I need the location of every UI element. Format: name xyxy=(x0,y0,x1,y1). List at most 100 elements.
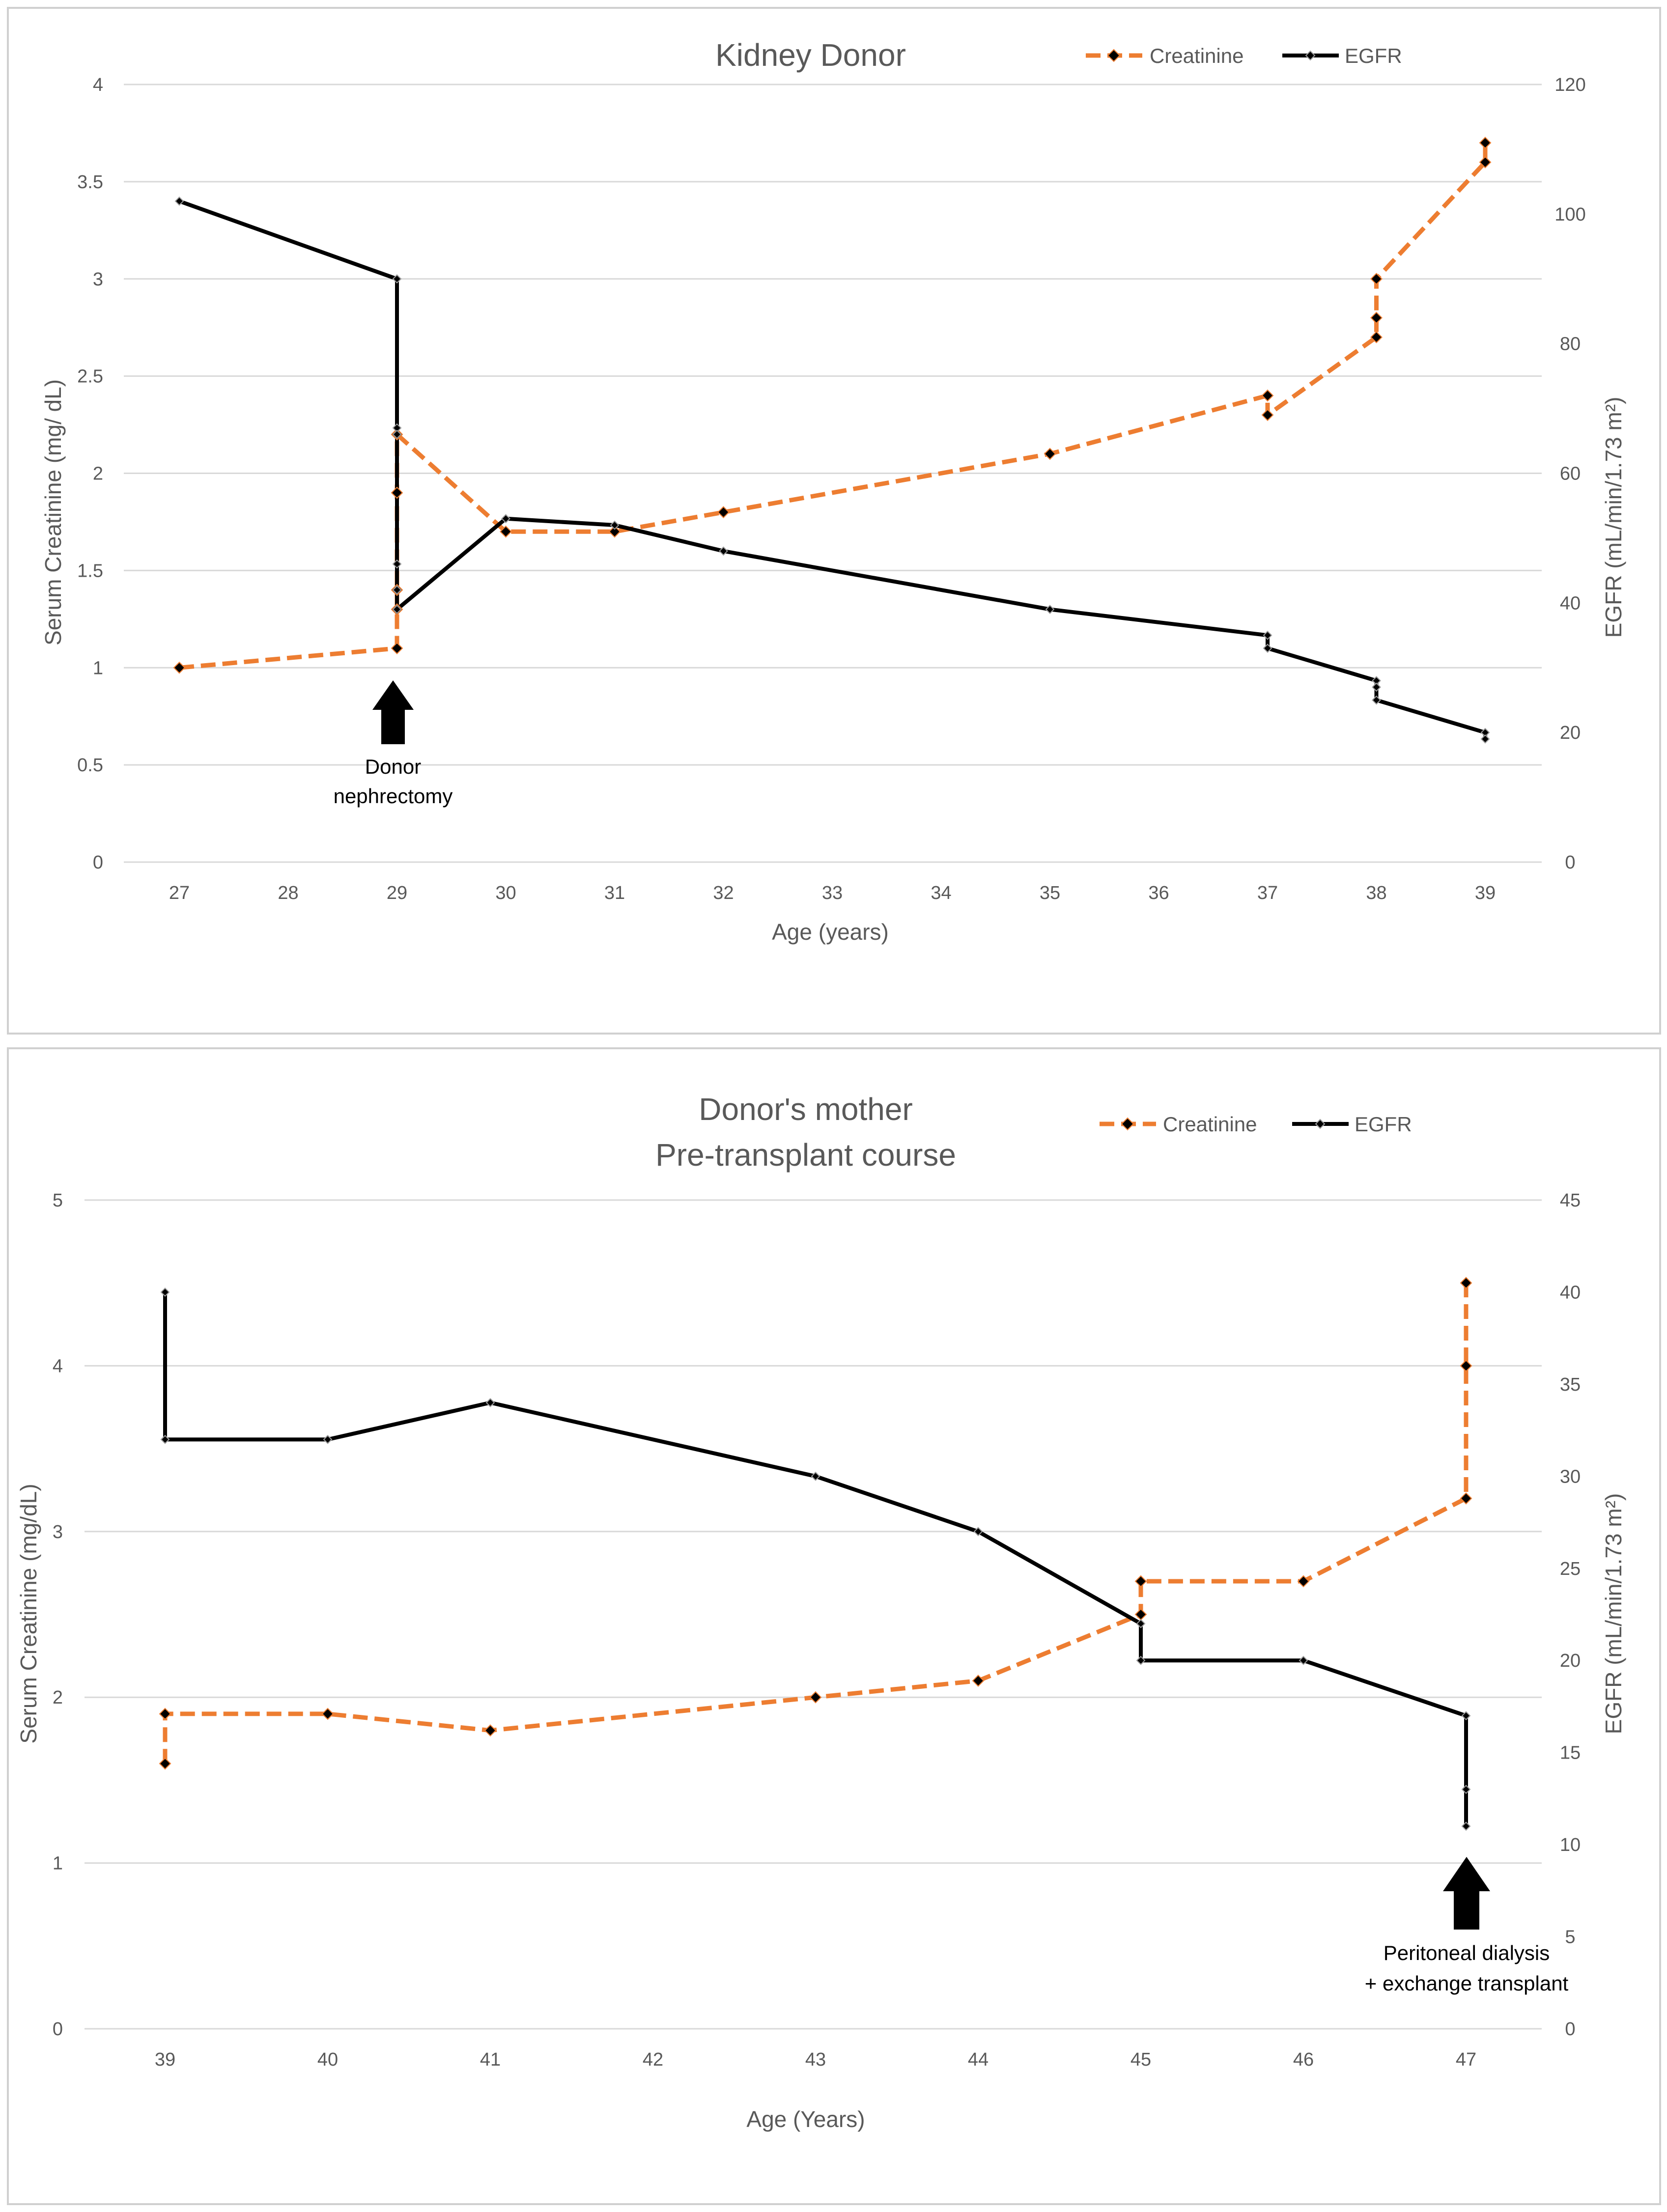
x-tick-label: 43 xyxy=(805,2049,826,2070)
egfr-data-point xyxy=(1372,695,1381,705)
egfr-data-point xyxy=(323,1434,333,1444)
chart-subtitle: Pre-transplant course xyxy=(655,1137,956,1173)
right-axis-ticks: 0 5 10 15 20 25 30 35 40 45 xyxy=(1560,1190,1581,2040)
chart-frame xyxy=(7,7,1661,1035)
egfr-data-point xyxy=(392,429,402,439)
egfr-data-point xyxy=(485,1398,495,1407)
egfr-data-point xyxy=(719,546,728,556)
y-tick-label: 2 xyxy=(93,464,103,484)
creatinine-data-point xyxy=(809,1691,822,1704)
y-tick-label: 1 xyxy=(53,1853,63,1874)
left-axis-ticks: 0 1 2 3 4 5 xyxy=(53,1190,63,2040)
y2-tick-label: 10 xyxy=(1560,1835,1581,1855)
egfr-data-point xyxy=(392,559,402,569)
y2-tick-label: 5 xyxy=(1565,1927,1575,1948)
y-tick-label: 3 xyxy=(53,1522,63,1542)
creatinine-data-point xyxy=(717,506,730,519)
creatinine-data-point xyxy=(1370,311,1383,324)
annotation-label: Peritoneal dialysis xyxy=(1384,1941,1550,1964)
gridlines xyxy=(85,1199,1542,2030)
annotations: Donor nephrectomy xyxy=(334,680,452,808)
creatinine-data-point xyxy=(173,661,186,674)
creatinine-data-point xyxy=(1460,1492,1472,1505)
legend-egfr-marker xyxy=(1305,50,1316,61)
legend: Creatinine EGFR xyxy=(1100,1113,1412,1136)
x-tick-label: 32 xyxy=(713,883,734,903)
legend-creatinine-label: Creatinine xyxy=(1163,1113,1257,1136)
x-axis-title: Age (Years) xyxy=(746,2106,865,2132)
y2-tick-label: 45 xyxy=(1560,1190,1581,1211)
creatinine-data-point xyxy=(159,1757,171,1770)
egfr-data-point xyxy=(610,520,620,530)
y2-tick-label: 80 xyxy=(1560,334,1581,355)
x-tick-label: 42 xyxy=(643,2049,663,2070)
x-tick-label: 36 xyxy=(1148,883,1169,903)
chart-title: Donor's mother xyxy=(699,1092,913,1127)
kidney-donor-chart: 0 0.5 1 1.5 2 2.5 3 3.5 4 0 20 40 60 80 100 120 27 28 29… xyxy=(7,7,1661,1035)
y2-tick-label: 15 xyxy=(1560,1743,1581,1764)
creatinine-data-point xyxy=(1479,156,1492,168)
x-axis-title: Age (years) xyxy=(772,919,889,945)
creatinine-data-point xyxy=(972,1675,985,1687)
y2-tick-label: 0 xyxy=(1565,2019,1575,2040)
x-tick-label: 39 xyxy=(1475,883,1496,903)
x-tick-label: 41 xyxy=(480,2049,501,2070)
egfr-data-point xyxy=(1045,605,1055,614)
y2-tick-label: 20 xyxy=(1560,723,1581,743)
egfr-data-point xyxy=(1372,682,1381,692)
creatinine-data-point xyxy=(321,1708,334,1720)
y2-tick-label: 100 xyxy=(1554,204,1585,225)
chart-frame xyxy=(7,1047,1661,2205)
y2-tick-label: 40 xyxy=(1560,593,1581,614)
egfr-data-point xyxy=(1461,1785,1471,1794)
y2-tick-label: 0 xyxy=(1565,852,1575,873)
gridlines xyxy=(124,84,1542,863)
egfr-data-point xyxy=(160,1434,170,1444)
creatinine-data-point xyxy=(484,1724,497,1737)
annotation-arrow xyxy=(1443,1857,1490,1930)
creatinine-data-point xyxy=(1460,1277,1472,1289)
x-tick-label: 45 xyxy=(1130,2049,1151,2070)
legend: Creatinine EGFR xyxy=(1086,44,1402,67)
y2-tick-label: 40 xyxy=(1560,1282,1581,1303)
y2-tick-label: 20 xyxy=(1560,1651,1581,1671)
chart-title: Kidney Donor xyxy=(715,37,906,73)
x-tick-label: 34 xyxy=(931,883,951,903)
x-tick-label: 29 xyxy=(387,883,407,903)
egfr-data-point xyxy=(501,514,510,524)
y-tick-label: 1 xyxy=(93,658,103,678)
y-tick-label: 4 xyxy=(93,75,103,95)
y2-tick-label: 35 xyxy=(1560,1374,1581,1395)
x-tick-label: 33 xyxy=(822,883,843,903)
x-tick-label: 47 xyxy=(1456,2049,1476,2070)
annotation-arrow xyxy=(372,680,414,744)
x-tick-label: 46 xyxy=(1293,2049,1314,2070)
creatinine-series-line xyxy=(163,1283,1469,1764)
egfr-data-point xyxy=(1263,644,1272,653)
y2-tick-label: 30 xyxy=(1560,1466,1581,1487)
y2-tick-label: 120 xyxy=(1554,75,1585,95)
creatinine-data-point xyxy=(391,486,403,499)
annotation-label: Donor xyxy=(365,755,421,778)
egfr-series-line xyxy=(163,1292,1468,1826)
y-tick-label: 0 xyxy=(53,2019,63,2040)
creatinine-data-point xyxy=(1261,389,1274,402)
creatinine-data-point xyxy=(1261,409,1274,421)
egfr-data-point xyxy=(160,1288,170,1297)
x-tick-label: 37 xyxy=(1257,883,1278,903)
x-tick-label: 40 xyxy=(317,2049,338,2070)
series xyxy=(173,137,1492,744)
x-tick-label: 28 xyxy=(278,883,298,903)
egfr-data-point xyxy=(1263,630,1272,640)
annotation-label: + exchange transplant xyxy=(1365,1972,1569,1995)
x-tick-label: 30 xyxy=(495,883,516,903)
legend-creatinine-marker xyxy=(1107,49,1121,62)
egfr-data-point xyxy=(973,1527,983,1537)
y-tick-label: 2.5 xyxy=(77,366,103,387)
x-tick-label: 38 xyxy=(1366,883,1386,903)
egfr-data-point xyxy=(1480,734,1490,744)
y2-tick-label: 25 xyxy=(1560,1559,1581,1579)
creatinine-data-point xyxy=(1460,1359,1472,1372)
